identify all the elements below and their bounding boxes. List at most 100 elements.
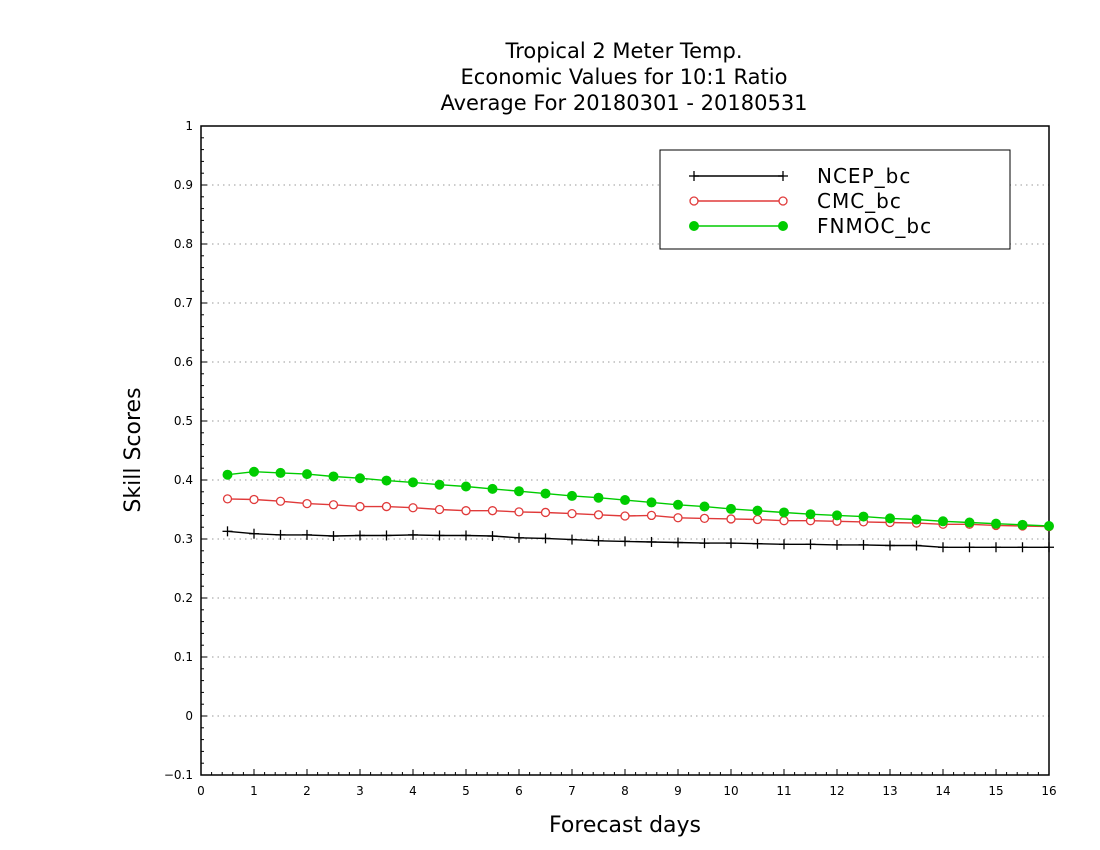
chart-title: Tropical 2 Meter Temp. Economic Values f… [440,39,807,115]
data-point [461,506,471,516]
y-tick-label: 0.1 [174,650,193,664]
data-point [408,477,418,488]
y-tick-label: 0.5 [174,414,193,428]
data-point [911,514,922,525]
data-point [779,507,789,518]
data-point [779,516,789,526]
data-point [620,495,630,506]
data-point [222,494,233,504]
x-tick-label: 16 [1041,784,1056,798]
legend-box [659,149,1011,250]
x-tick-label: 12 [829,784,844,798]
legend-label: CMC_bc [817,189,902,213]
data-point [805,509,816,520]
data-point [249,466,259,477]
data-point [752,505,763,516]
data-point [302,498,312,509]
data-point [673,513,683,523]
data-point [275,467,286,478]
x-tick-label: 2 [303,784,311,798]
y-tick-label: 0.6 [174,355,193,369]
legend-label: NCEP_bc [817,164,911,188]
x-tick-label: 9 [674,784,682,798]
y-tick-label: 1 [185,119,193,133]
data-point [461,481,471,492]
y-tick-label: 0.7 [174,296,193,310]
data-point [646,497,657,508]
chart-title-line-3: Average For 20180301 - 20180531 [440,91,807,115]
series-layer [222,466,1054,553]
data-point [487,506,498,516]
data-point [540,488,551,499]
data-point [620,511,630,521]
series-fnmoc-bc [222,466,1054,532]
legend-label: FNMOC_bc [817,214,932,238]
data-point [381,475,392,486]
legend-item: CMC_bc [689,189,902,213]
y-axis-label: Skill Scores [121,387,146,512]
x-tick-label: 10 [723,784,738,798]
x-tick-label: 1 [250,784,258,798]
data-point [832,510,842,521]
data-point [858,511,869,522]
data-point [434,479,445,490]
x-tick-label: 0 [197,784,205,798]
data-point [673,499,683,510]
data-point [699,513,710,523]
data-point [567,490,577,501]
data-point [540,507,551,518]
data-point [434,504,445,515]
data-point [964,517,975,528]
y-tick-label: 0.8 [174,237,193,251]
data-point [514,486,524,497]
x-axis-label: Forecast days [549,813,701,838]
data-point [275,496,286,506]
data-point [249,494,259,505]
x-tick-label: 3 [356,784,364,798]
data-point [1017,519,1028,530]
x-tick-label: 6 [515,784,523,798]
data-point [328,471,339,482]
data-point [1044,521,1054,532]
y-tick-label: 0.3 [174,532,193,546]
series-line [227,498,1050,528]
x-tick-label: 13 [882,784,897,798]
data-point [646,510,657,521]
data-point [689,196,699,206]
data-point [328,500,339,510]
series-ncep-bc [222,526,1054,553]
data-point [726,514,736,524]
data-point [381,501,392,512]
data-point [991,518,1001,529]
data-point [355,501,365,512]
series-cmc-bc [222,494,1054,532]
chart-title-line-1: Tropical 2 Meter Temp. [504,39,742,63]
data-point [487,483,498,494]
data-point [222,469,233,480]
data-point [514,507,524,517]
data-point [567,508,577,519]
x-tick-label: 5 [462,784,470,798]
data-point [778,196,788,206]
x-tick-label: 8 [621,784,629,798]
data-point [885,513,895,524]
data-point [302,469,312,480]
y-tick-label: 0.9 [174,178,193,192]
data-point [726,503,736,514]
data-point [355,473,365,484]
data-point [778,221,788,231]
y-tick-label: 0.2 [174,591,193,605]
x-tick-label: 15 [988,784,1003,798]
y-tick-label: −0.1 [164,768,193,782]
x-tick-label: 14 [935,784,950,798]
y-tick-label: 0 [185,709,193,723]
legend-item: NCEP_bc [689,164,911,188]
x-tick-label: 7 [568,784,576,798]
data-point [938,516,948,527]
data-point [752,514,763,525]
legend-item: FNMOC_bc [689,214,932,238]
data-point [689,221,699,231]
x-tick-label: 11 [776,784,791,798]
